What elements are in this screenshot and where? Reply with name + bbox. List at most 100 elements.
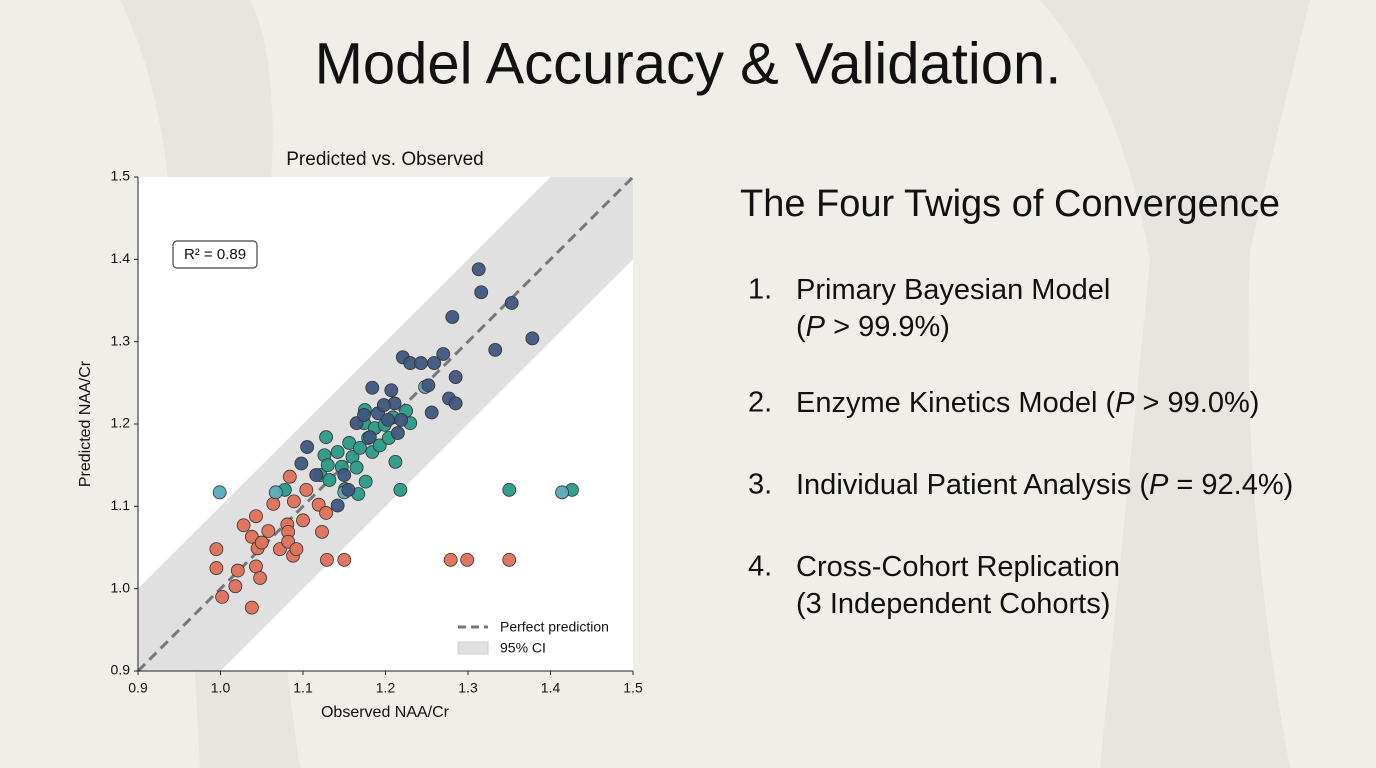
- point: [388, 454, 403, 469]
- item-text: Enzyme Kinetics Model (P > 99.0%): [796, 387, 1259, 419]
- slide-title: Model Accuracy & Validation.: [315, 31, 1062, 96]
- point: [300, 440, 315, 454]
- item-text: Cross-Cohort Replication: [796, 551, 1120, 583]
- plot: 0.9 1.0 1.1 1.2 1.3 1.4 1.5 0.9 1.0 1.1 1.2 1.3 1.4 1…: [111, 168, 643, 696]
- item-number: 2.: [748, 387, 772, 419]
- point: [365, 380, 380, 395]
- list: 1. Primary Bayesian Model (P > 99.9%) 2. Enz…: [748, 274, 1293, 620]
- point: [393, 482, 408, 497]
- point: [337, 468, 352, 482]
- x-tick-label: 1.1: [293, 680, 313, 696]
- point: [448, 396, 463, 411]
- point: [330, 445, 345, 459]
- y-tick-label: 1.5: [111, 168, 131, 184]
- point: [362, 430, 377, 445]
- point: [502, 552, 517, 567]
- annotation-box: [172, 240, 258, 269]
- point: [282, 469, 297, 484]
- point: [414, 356, 428, 370]
- item-number: 1.: [748, 274, 772, 306]
- point: [427, 356, 442, 370]
- legend-label: Perfect prediction: [500, 619, 609, 635]
- y-axis-label: Predicted NAA/Cr: [77, 360, 94, 487]
- y-tick-label: 1.3: [111, 332, 131, 348]
- point: [322, 473, 337, 487]
- chart-title: Predicted vs. Observed: [286, 149, 483, 170]
- point: [525, 331, 540, 346]
- point: [319, 430, 334, 445]
- point: [372, 438, 387, 453]
- point: [555, 485, 569, 500]
- x-tick-label: 0.9: [128, 680, 148, 696]
- point: [289, 542, 304, 557]
- point: [249, 559, 263, 574]
- point: [320, 552, 334, 567]
- item-number: 4.: [748, 551, 772, 583]
- y-tick-label: 1.0: [111, 579, 131, 595]
- item-number: 3.: [748, 469, 772, 501]
- point: [390, 426, 405, 440]
- x-tick-label: 1.3: [458, 680, 478, 696]
- point: [424, 405, 439, 420]
- point: [394, 412, 409, 427]
- point: [320, 458, 335, 473]
- point: [460, 552, 475, 567]
- point: [337, 552, 352, 567]
- x-tick-label: 1.2: [376, 680, 396, 696]
- point: [249, 509, 263, 524]
- x-axis-label: Observed NAA/Cr: [321, 704, 450, 721]
- point: [212, 485, 227, 500]
- point: [381, 412, 395, 427]
- y-tick-label: 1.1: [111, 497, 131, 513]
- point: [294, 456, 309, 471]
- point: [436, 347, 451, 361]
- item-text: Individual Patient Analysis (P = 92.4%): [796, 469, 1293, 501]
- legend-swatch: [457, 641, 489, 655]
- point: [421, 378, 436, 393]
- x-tick-label: 1.5: [623, 680, 643, 696]
- legend-label: 95% CI: [500, 640, 546, 656]
- point: [488, 342, 503, 357]
- point: [296, 513, 310, 528]
- point: [353, 440, 367, 455]
- y-tick-label: 0.9: [111, 662, 131, 678]
- list-heading: The Four Twigs of Convergence: [740, 183, 1280, 225]
- point: [244, 600, 259, 615]
- point: [228, 579, 243, 594]
- bone-decoration: [1040, 0, 1310, 768]
- point: [319, 506, 334, 520]
- point: [341, 482, 356, 497]
- point: [474, 285, 489, 300]
- point: [357, 408, 371, 422]
- point: [330, 498, 345, 513]
- reference-line: [136, 175, 635, 673]
- y-tick-label: 1.4: [111, 250, 131, 266]
- annotation: R² = 0.89: [184, 246, 246, 263]
- point: [384, 383, 399, 398]
- point: [471, 262, 486, 277]
- point: [215, 590, 230, 604]
- point: [349, 460, 364, 475]
- point: [230, 563, 245, 578]
- item-text: (P > 99.9%): [796, 311, 950, 343]
- point: [287, 494, 301, 509]
- point: [358, 474, 373, 489]
- point: [266, 496, 281, 511]
- x-tick-label: 1.0: [211, 680, 231, 696]
- point: [209, 561, 224, 575]
- x-tick-label: 1.4: [541, 680, 561, 696]
- y-tick-label: 1.2: [111, 415, 131, 431]
- point: [376, 398, 391, 412]
- point: [309, 468, 324, 482]
- point: [261, 524, 276, 538]
- point: [253, 571, 268, 585]
- point: [268, 485, 283, 500]
- point: [504, 296, 519, 310]
- point: [443, 552, 458, 567]
- point: [236, 518, 251, 533]
- point: [254, 535, 269, 550]
- point: [448, 370, 463, 384]
- item-text: Primary Bayesian Model: [796, 274, 1110, 306]
- point: [445, 310, 460, 324]
